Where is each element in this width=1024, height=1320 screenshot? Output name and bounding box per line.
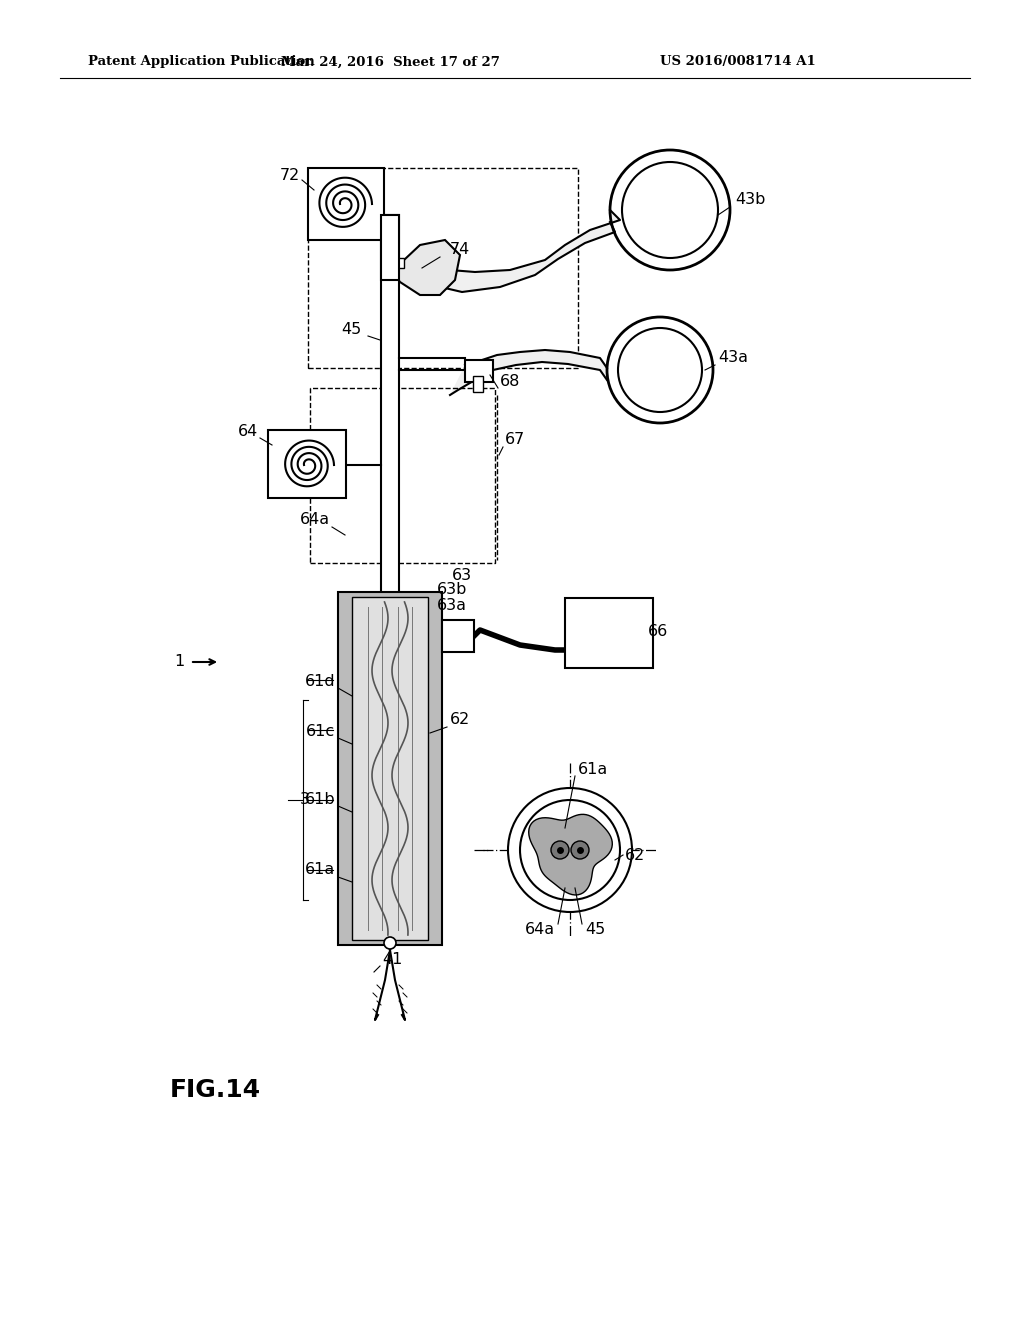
- Bar: [381, 215, 399, 280]
- Bar: [338, 591, 442, 945]
- Text: 1: 1: [175, 655, 185, 669]
- Text: 61a: 61a: [305, 862, 335, 878]
- Bar: [308, 168, 578, 368]
- Text: 62: 62: [625, 847, 645, 862]
- Bar: [473, 376, 483, 392]
- Text: 61a: 61a: [578, 763, 608, 777]
- Bar: [442, 620, 474, 652]
- Text: 66: 66: [648, 624, 669, 639]
- Text: 62: 62: [450, 713, 470, 727]
- Text: 45: 45: [342, 322, 362, 338]
- Text: 63: 63: [452, 568, 472, 582]
- Text: 64a: 64a: [300, 512, 330, 528]
- Polygon shape: [528, 814, 612, 895]
- Bar: [381, 215, 399, 601]
- Bar: [352, 597, 428, 940]
- Text: 68: 68: [500, 375, 520, 389]
- Circle shape: [520, 800, 620, 900]
- Text: 45: 45: [585, 923, 605, 937]
- Bar: [565, 598, 653, 668]
- Bar: [310, 388, 495, 564]
- Circle shape: [384, 937, 396, 949]
- Text: 61d: 61d: [304, 675, 335, 689]
- Text: 74: 74: [450, 243, 470, 257]
- Text: 72: 72: [280, 168, 300, 182]
- Text: 61c: 61c: [306, 725, 335, 739]
- Text: Patent Application Publication: Patent Application Publication: [88, 55, 314, 69]
- Bar: [268, 430, 346, 498]
- Text: Mar. 24, 2016  Sheet 17 of 27: Mar. 24, 2016 Sheet 17 of 27: [281, 55, 500, 69]
- Text: 61b: 61b: [304, 792, 335, 808]
- Text: 64: 64: [238, 425, 258, 440]
- Text: US 2016/0081714 A1: US 2016/0081714 A1: [660, 55, 816, 69]
- Circle shape: [508, 788, 632, 912]
- Bar: [392, 257, 404, 268]
- Text: 63b: 63b: [437, 582, 467, 598]
- Text: 3: 3: [300, 792, 310, 808]
- Text: 43a: 43a: [718, 351, 748, 366]
- Text: FIG.14: FIG.14: [170, 1078, 261, 1102]
- Text: 41: 41: [382, 953, 402, 968]
- Text: 64a: 64a: [525, 923, 555, 937]
- Text: 43b: 43b: [735, 193, 765, 207]
- Bar: [308, 168, 384, 240]
- Polygon shape: [390, 240, 460, 294]
- Circle shape: [571, 841, 589, 859]
- Polygon shape: [420, 210, 620, 292]
- Polygon shape: [450, 350, 607, 395]
- Circle shape: [551, 841, 569, 859]
- Bar: [465, 360, 493, 381]
- Text: 67: 67: [505, 433, 525, 447]
- Bar: [387, 260, 394, 271]
- Text: 63a: 63a: [437, 598, 467, 612]
